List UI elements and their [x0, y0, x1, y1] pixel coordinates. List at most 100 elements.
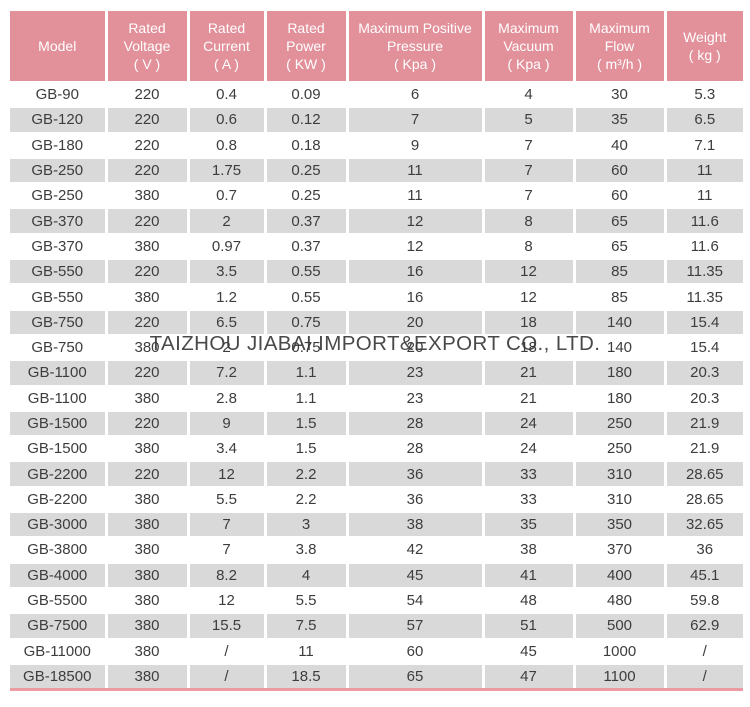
cell-weight: 11.35 — [663, 283, 743, 310]
cell-max-vacuum: 24 — [481, 409, 574, 437]
cell-max-vacuum: 51 — [481, 612, 574, 639]
cell-rated-power: 7.5 — [263, 612, 347, 639]
cell-rated-current: 12 — [186, 586, 265, 614]
cell-max-vacuum: 18 — [481, 333, 574, 361]
cell-max-vacuum: 12 — [481, 283, 574, 310]
cell-weight: 32.65 — [663, 511, 743, 538]
cell-rated-voltage: 380 — [104, 182, 188, 209]
cell-max-positive-pressure: 28 — [345, 409, 483, 437]
cell-weight: 7.1 — [663, 131, 743, 158]
cell-max-positive-pressure: 23 — [345, 384, 483, 411]
cell-max-flow: 1100 — [572, 662, 665, 689]
cell-max-vacuum: 45 — [481, 637, 574, 664]
cell-max-vacuum: 38 — [481, 536, 574, 563]
cell-rated-current: 0.6 — [186, 106, 265, 133]
cell-max-vacuum: 4 — [481, 80, 574, 108]
column-header-line: Rated — [128, 20, 166, 36]
column-header-weight: Weight ( kg ) — [663, 11, 743, 82]
table-row: GB-2200 380 5.5 2.2 36 33 310 28.65 — [10, 485, 743, 513]
header-row: Model Rated Voltage( V ) Rated Current( A ) R… — [10, 11, 743, 82]
column-header-line: ( Kpa ) — [507, 56, 550, 72]
cell-max-flow: 85 — [572, 258, 665, 285]
cell-max-flow: 310 — [572, 460, 665, 487]
cell-max-flow: 370 — [572, 536, 665, 563]
cell-max-positive-pressure: 7 — [345, 106, 483, 133]
cell-rated-power: 2.2 — [263, 485, 347, 513]
cell-rated-power: 1.5 — [263, 435, 347, 462]
cell-model: GB-1100 — [10, 384, 106, 411]
cell-rated-power: 0.75 — [263, 308, 347, 335]
cell-rated-power: 0.18 — [263, 131, 347, 158]
cell-rated-voltage: 220 — [104, 460, 188, 487]
cell-max-positive-pressure: 16 — [345, 258, 483, 285]
cell-rated-power: 0.55 — [263, 258, 347, 285]
table-row: GB-120 220 0.6 0.12 7 5 35 6.5 — [10, 106, 743, 133]
cell-max-flow: 40 — [572, 131, 665, 158]
cell-weight: 21.9 — [663, 409, 743, 437]
cell-weight: 11 — [663, 182, 743, 209]
cell-rated-voltage: 380 — [104, 612, 188, 639]
cell-max-flow: 140 — [572, 308, 665, 335]
cell-model: GB-1500 — [10, 409, 106, 437]
cell-max-positive-pressure: 60 — [345, 637, 483, 664]
table-row: GB-2200 220 12 2.2 36 33 310 28.65 — [10, 460, 743, 487]
cell-rated-voltage: 220 — [104, 359, 188, 386]
cell-max-positive-pressure: 38 — [345, 511, 483, 538]
cell-weight: 21.9 — [663, 435, 743, 462]
table-row: GB-250 220 1.75 0.25 11 7 60 11 — [10, 156, 743, 184]
cell-max-flow: 180 — [572, 359, 665, 386]
column-header-max-positive-pressure: Maximum Positive Pressure ( Kpa ) — [345, 11, 483, 82]
cell-max-positive-pressure: 11 — [345, 156, 483, 184]
cell-max-vacuum: 21 — [481, 384, 574, 411]
cell-rated-voltage: 380 — [104, 561, 188, 588]
cell-model: GB-2200 — [10, 460, 106, 487]
cell-rated-voltage: 380 — [104, 384, 188, 411]
column-header-line: Rated — [207, 20, 246, 36]
cell-max-positive-pressure: 12 — [345, 207, 483, 234]
cell-rated-power: 0.25 — [263, 182, 347, 209]
cell-rated-current: 3.4 — [186, 435, 265, 462]
table-row: GB-1500 220 9 1.5 28 24 250 21.9 — [10, 409, 743, 437]
cell-model: GB-5500 — [10, 586, 106, 614]
cell-rated-power: 3.8 — [263, 536, 347, 563]
cell-max-positive-pressure: 36 — [345, 460, 483, 487]
cell-max-vacuum: 8 — [481, 207, 574, 234]
cell-rated-current: 12 — [186, 460, 265, 487]
cell-rated-voltage: 220 — [104, 80, 188, 108]
cell-max-positive-pressure: 6 — [345, 80, 483, 108]
cell-model: GB-4000 — [10, 561, 106, 588]
table-bottom-accent-line — [10, 688, 743, 692]
column-header-rated-current: Rated Current ( A ) — [186, 11, 265, 82]
cell-max-positive-pressure: 23 — [345, 359, 483, 386]
table-row: GB-4000 380 8.2 4 45 41 400 45.1 — [10, 561, 743, 588]
cell-max-vacuum: 7 — [481, 182, 574, 209]
cell-rated-current: 0.97 — [186, 232, 265, 260]
cell-model: GB-120 — [10, 106, 106, 133]
cell-weight: 28.65 — [663, 485, 743, 513]
cell-max-positive-pressure: 20 — [345, 308, 483, 335]
cell-rated-power: 0.55 — [263, 283, 347, 310]
cell-rated-current: 2.8 — [186, 384, 265, 411]
cell-weight: 45.1 — [663, 561, 743, 588]
cell-rated-power: 18.5 — [263, 662, 347, 689]
cell-max-flow: 30 — [572, 80, 665, 108]
table-row: GB-180 220 0.8 0.18 9 7 40 7.1 — [10, 131, 743, 158]
cell-rated-current: 7 — [186, 511, 265, 538]
cell-max-vacuum: 18 — [481, 308, 574, 335]
cell-model: GB-11000 — [10, 637, 106, 664]
table-row: GB-370 220 2 0.37 12 8 65 11.6 — [10, 207, 743, 234]
cell-weight: 20.3 — [663, 359, 743, 386]
cell-max-flow: 180 — [572, 384, 665, 411]
cell-rated-voltage: 220 — [104, 156, 188, 184]
cell-max-vacuum: 7 — [481, 131, 574, 158]
cell-max-flow: 85 — [572, 283, 665, 310]
cell-weight: 11 — [663, 156, 743, 184]
cell-rated-voltage: 220 — [104, 409, 188, 437]
column-header-line: ( KW ) — [286, 56, 326, 72]
cell-model: GB-750 — [10, 308, 106, 335]
cell-max-positive-pressure: 12 — [345, 232, 483, 260]
column-header-line: Weight — [683, 29, 727, 45]
cell-weight: 28.65 — [663, 460, 743, 487]
column-header-line: Voltage — [123, 38, 171, 54]
cell-model: GB-750 — [10, 333, 106, 361]
